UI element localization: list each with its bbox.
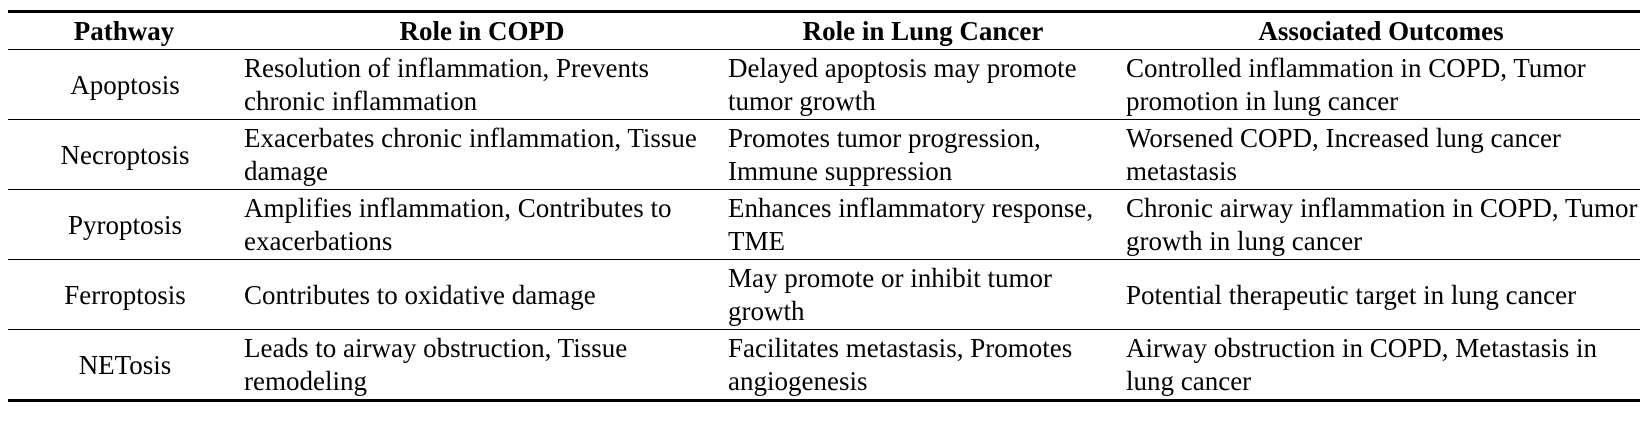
table-cell: Amplifies inflammation, Contributes to e…	[240, 189, 724, 260]
table-row: Apoptosis Resolution of inflammation, Pre…	[8, 49, 1640, 120]
table-cell: Worsened COPD, Increased lung cancer met…	[1122, 119, 1640, 190]
table-cell: Promotes tumor progression, Immune suppr…	[724, 119, 1122, 190]
table-cell: Chronic airway inflammation in COPD, Tum…	[1122, 189, 1640, 260]
header-cell: Role in Lung Cancer	[724, 10, 1122, 50]
table-row: Pyroptosis Amplifies inflammation, Contri…	[8, 189, 1640, 260]
table-cell: Exacerbates chronic inflammation, Tissue…	[240, 119, 724, 190]
pathway-cell: Necroptosis	[8, 119, 240, 190]
table-row: Necroptosis Exacerbates chronic inflammat…	[8, 119, 1640, 190]
table-cell: Controlled inflammation in COPD, Tumor p…	[1122, 49, 1640, 120]
header-row: Pathway Role in COPD Role in Lung Cancer As…	[8, 10, 1640, 50]
table-body: Apoptosis Resolution of inflammation, Pre…	[8, 49, 1640, 402]
table-cell: Contributes to oxidative damage	[240, 259, 724, 330]
pathway-cell: NETosis	[8, 329, 240, 402]
table-cell: Airway obstruction in COPD, Metastasis i…	[1122, 329, 1640, 402]
table: Pathway Role in COPD Role in Lung Cancer As…	[8, 10, 1640, 402]
header-cell: Associated Outcomes	[1122, 10, 1640, 50]
table-row: NETosis Leads to airway obstruction, Tiss…	[8, 329, 1640, 402]
header-cell: Pathway	[8, 10, 240, 50]
table-cell: May promote or inhibit tumor growth	[724, 259, 1122, 330]
pathway-cell: Apoptosis	[8, 49, 240, 120]
pathway-cell: Pyroptosis	[8, 189, 240, 260]
pathway-cell: Ferroptosis	[8, 259, 240, 330]
header-cell: Role in COPD	[240, 10, 724, 50]
table-cell: Delayed apoptosis may promote tumor grow…	[724, 49, 1122, 120]
table-cell: Enhances inflammatory response, TME	[724, 189, 1122, 260]
table-cell: Resolution of inflammation, Prevents chr…	[240, 49, 724, 120]
table-cell: Facilitates metastasis, Promotes angioge…	[724, 329, 1122, 402]
table-row: Ferroptosis Contributes to oxidative dama…	[8, 259, 1640, 330]
table-cell: Leads to airway obstruction, Tissue remo…	[240, 329, 724, 402]
table-cell: Potential therapeutic target in lung can…	[1122, 259, 1640, 330]
